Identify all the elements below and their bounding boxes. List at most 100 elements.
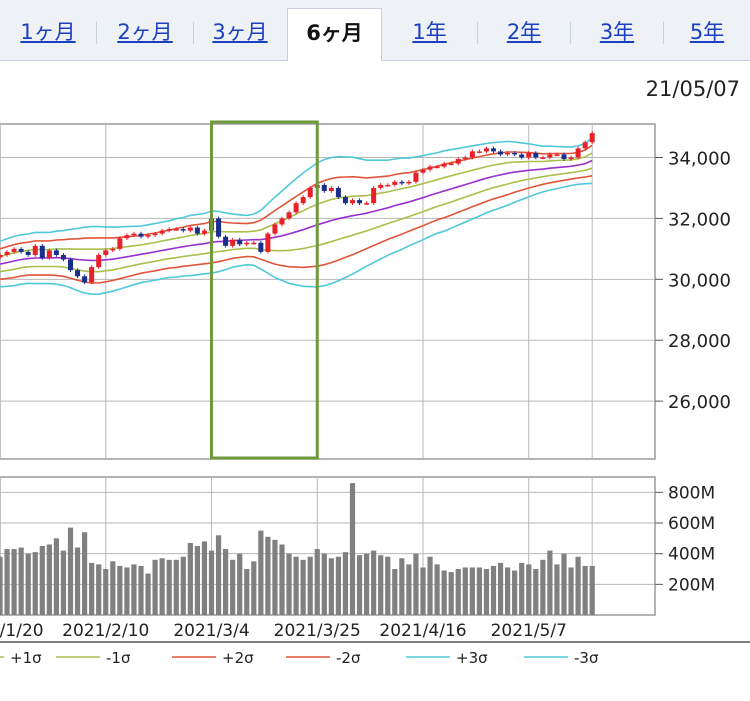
volume-bar bbox=[82, 532, 88, 615]
date-tick-label: 2021/4/16 bbox=[379, 621, 466, 641]
candle-body bbox=[166, 229, 172, 231]
tab-1-month[interactable]: 1ヶ月 bbox=[20, 20, 76, 44]
candle-body bbox=[124, 235, 130, 239]
candle-body bbox=[462, 157, 468, 160]
candle-body bbox=[434, 166, 440, 169]
candle-body bbox=[413, 172, 419, 182]
volume-bar bbox=[110, 561, 116, 615]
tab-3-years[interactable]: 3年 bbox=[599, 20, 635, 44]
candle-body bbox=[519, 154, 525, 158]
candle-body bbox=[307, 187, 313, 198]
tab-separator bbox=[570, 22, 571, 44]
candle-body bbox=[533, 152, 539, 158]
candle-body bbox=[32, 245, 38, 255]
candle-body bbox=[89, 267, 95, 283]
volume-bar bbox=[568, 567, 574, 615]
volume-bar bbox=[124, 567, 130, 615]
volume-bar bbox=[448, 572, 454, 615]
price-axis: 34,000 32,000 30,000 28,000 26,000 bbox=[655, 149, 731, 413]
candle-body bbox=[223, 236, 229, 246]
volume-bar bbox=[237, 553, 243, 615]
date-tick-label: 2021/3/4 bbox=[173, 621, 249, 641]
candle-body bbox=[194, 227, 200, 234]
candle-body bbox=[159, 230, 165, 234]
candle-body bbox=[328, 187, 334, 191]
candle-body bbox=[82, 276, 88, 283]
minus-1-sigma-line bbox=[0, 167, 593, 273]
volume-bar bbox=[321, 553, 327, 615]
volume-bar bbox=[547, 550, 553, 615]
candle-body bbox=[399, 181, 405, 184]
candle-body bbox=[448, 163, 454, 166]
volume-bar bbox=[187, 542, 193, 615]
volume-bar bbox=[11, 549, 17, 615]
candle-body bbox=[589, 133, 595, 143]
volume-bar bbox=[505, 567, 511, 615]
candle-body bbox=[279, 218, 285, 225]
volume-panel-frame bbox=[0, 476, 656, 616]
volume-bar bbox=[60, 550, 67, 615]
date-tick-label: 2021/2/10 bbox=[62, 621, 149, 641]
volume-bar bbox=[413, 553, 419, 615]
candle-body bbox=[152, 233, 158, 236]
candle-body bbox=[540, 157, 546, 159]
volume-bar bbox=[215, 535, 222, 615]
volume-bar bbox=[434, 564, 440, 615]
volume-tick-label: 200M bbox=[668, 575, 715, 595]
minus-3-sigma-line bbox=[0, 182, 593, 296]
volume-bar bbox=[4, 549, 10, 615]
candle-body bbox=[173, 229, 179, 231]
volume-bar bbox=[378, 555, 384, 615]
candle-body bbox=[68, 259, 73, 271]
volume-bar bbox=[173, 559, 179, 615]
candle-body bbox=[342, 197, 348, 204]
candle-body bbox=[251, 242, 257, 245]
volume-bar bbox=[208, 550, 215, 615]
candle-body bbox=[131, 233, 137, 236]
volume-bar bbox=[342, 552, 349, 615]
volume-bar bbox=[194, 546, 200, 615]
volume-tick-label: 600M bbox=[668, 514, 715, 534]
volume-bar bbox=[582, 565, 588, 615]
volume-bar bbox=[335, 556, 341, 615]
candle-body bbox=[526, 152, 532, 158]
candle-body bbox=[455, 159, 461, 164]
volume-bar bbox=[230, 559, 236, 615]
tab-6-months[interactable]: 6ヶ月 bbox=[287, 8, 382, 61]
candle-body bbox=[286, 212, 292, 219]
volume-bar bbox=[490, 565, 497, 615]
tab-3-months[interactable]: 3ヶ月 bbox=[212, 20, 268, 44]
volume-bar bbox=[279, 544, 285, 615]
candle-body bbox=[357, 200, 363, 204]
candle-body bbox=[110, 248, 116, 251]
date-axis: 2021/1/20 2021/2/10 2021/3/4 2021/3/25 2021/… bbox=[0, 621, 567, 641]
volume-bar bbox=[392, 569, 398, 615]
volume-bar bbox=[25, 553, 31, 615]
candle-body bbox=[350, 200, 355, 204]
volume-bar bbox=[441, 570, 447, 615]
plus-2-sigma-line bbox=[0, 144, 593, 250]
candle-body bbox=[554, 154, 560, 156]
volume-bar bbox=[575, 556, 581, 615]
legend-label: -3σ bbox=[574, 649, 599, 667]
tab-5-years[interactable]: 5年 bbox=[689, 20, 725, 44]
volume-bar bbox=[103, 569, 109, 615]
tab-2-months[interactable]: 2ヶ月 bbox=[117, 20, 173, 44]
price-tick-label: 30,000 bbox=[668, 270, 731, 291]
candle-body bbox=[547, 154, 553, 158]
volume-bar bbox=[46, 544, 52, 615]
volume-bar bbox=[300, 559, 306, 615]
volume-bar bbox=[117, 565, 123, 615]
tab-2-years[interactable]: 2年 bbox=[506, 20, 542, 44]
candle-body bbox=[568, 157, 574, 160]
candle-body bbox=[491, 148, 496, 152]
tab-separator bbox=[477, 22, 478, 44]
volume-bar bbox=[145, 573, 151, 615]
candle-body bbox=[378, 184, 384, 188]
tab-1-year[interactable]: 1年 bbox=[412, 20, 447, 44]
volume-bar bbox=[244, 569, 250, 615]
volume-bar bbox=[364, 553, 370, 615]
candle-body bbox=[420, 169, 426, 173]
candle-body bbox=[145, 235, 151, 237]
